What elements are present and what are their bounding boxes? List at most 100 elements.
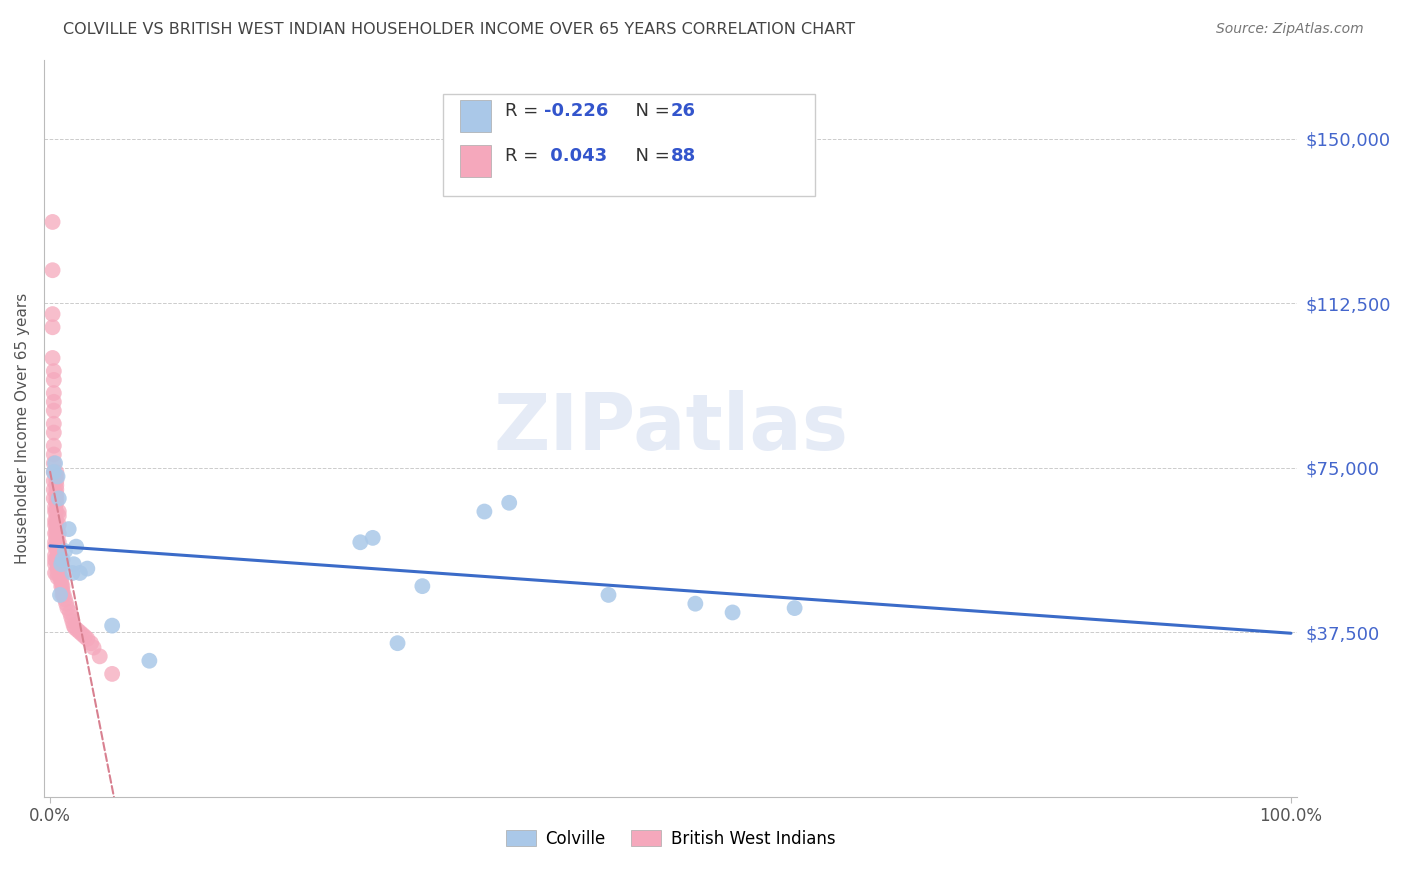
Point xyxy=(45,469,67,483)
Text: N =: N = xyxy=(624,103,676,120)
Point xyxy=(42,465,65,479)
Point xyxy=(45,465,67,479)
Point xyxy=(48,526,70,541)
Point xyxy=(49,561,72,575)
Point xyxy=(49,570,72,584)
Point xyxy=(41,320,63,334)
Legend: Colville, British West Indians: Colville, British West Indians xyxy=(499,823,842,855)
Point xyxy=(56,601,79,615)
Text: 88: 88 xyxy=(671,147,696,165)
Point xyxy=(62,618,84,632)
Point xyxy=(48,544,70,558)
Text: COLVILLE VS BRITISH WEST INDIAN HOUSEHOLDER INCOME OVER 65 YEARS CORRELATION CHA: COLVILLE VS BRITISH WEST INDIAN HOUSEHOL… xyxy=(63,22,855,37)
Point xyxy=(46,544,69,558)
Point xyxy=(48,504,70,518)
Point xyxy=(45,504,67,518)
Point xyxy=(69,625,91,640)
Point xyxy=(48,517,70,532)
Point xyxy=(62,614,84,628)
Point xyxy=(44,504,66,518)
Point xyxy=(51,570,73,584)
Point xyxy=(498,496,520,510)
Point xyxy=(44,526,66,541)
Point xyxy=(55,597,77,611)
Text: R =: R = xyxy=(505,147,544,165)
Point xyxy=(46,561,69,575)
Point xyxy=(685,597,707,611)
Point xyxy=(42,395,65,409)
Point xyxy=(42,456,65,470)
Point xyxy=(41,351,63,365)
Point xyxy=(42,491,65,506)
Point xyxy=(411,579,433,593)
Point xyxy=(45,474,67,488)
Point xyxy=(49,549,72,563)
Point xyxy=(42,439,65,453)
Point xyxy=(45,517,67,532)
Point xyxy=(76,561,98,575)
Point xyxy=(42,448,65,462)
Point xyxy=(51,583,73,598)
Point xyxy=(69,566,91,580)
Point xyxy=(48,508,70,523)
Text: ZIPatlas: ZIPatlas xyxy=(494,390,848,467)
Point xyxy=(474,504,496,518)
Point xyxy=(49,553,72,567)
Point xyxy=(53,592,76,607)
Text: 26: 26 xyxy=(671,103,696,120)
Point xyxy=(42,425,65,440)
Text: 0.043: 0.043 xyxy=(544,147,607,165)
Point xyxy=(45,540,67,554)
Point xyxy=(58,522,80,536)
Text: N =: N = xyxy=(624,147,676,165)
Point xyxy=(80,636,103,650)
Point xyxy=(44,513,66,527)
Point xyxy=(42,483,65,497)
Point xyxy=(44,566,66,580)
Point xyxy=(65,540,87,554)
Point xyxy=(45,513,67,527)
Point xyxy=(51,558,73,572)
Point xyxy=(42,417,65,431)
Point xyxy=(72,627,94,641)
Point xyxy=(53,544,76,558)
Point xyxy=(598,588,620,602)
Point xyxy=(42,373,65,387)
Point xyxy=(41,263,63,277)
Point xyxy=(48,553,70,567)
Point xyxy=(42,474,65,488)
Point xyxy=(783,601,806,615)
Point xyxy=(349,535,371,549)
Point xyxy=(83,640,105,655)
Point xyxy=(46,566,69,580)
Point xyxy=(63,621,86,635)
Text: R =: R = xyxy=(505,103,544,120)
Point xyxy=(49,588,72,602)
Point xyxy=(46,549,69,563)
Point xyxy=(44,549,66,563)
Point xyxy=(46,570,69,584)
Point xyxy=(44,553,66,567)
Point xyxy=(44,535,66,549)
Text: Source: ZipAtlas.com: Source: ZipAtlas.com xyxy=(1216,22,1364,37)
Point xyxy=(59,606,82,620)
Point xyxy=(45,531,67,545)
Point xyxy=(51,574,73,589)
Y-axis label: Householder Income Over 65 years: Householder Income Over 65 years xyxy=(15,293,30,564)
Point xyxy=(76,632,98,646)
Point xyxy=(387,636,409,650)
Point xyxy=(89,649,111,664)
Point xyxy=(73,630,96,644)
Point xyxy=(42,465,65,479)
Point xyxy=(44,456,66,470)
Point xyxy=(46,553,69,567)
Point xyxy=(45,483,67,497)
Point xyxy=(52,588,75,602)
Point xyxy=(41,307,63,321)
Point xyxy=(60,610,83,624)
Point xyxy=(41,215,63,229)
Point xyxy=(44,500,66,515)
Point xyxy=(44,540,66,554)
Point xyxy=(51,588,73,602)
Point xyxy=(101,618,124,632)
